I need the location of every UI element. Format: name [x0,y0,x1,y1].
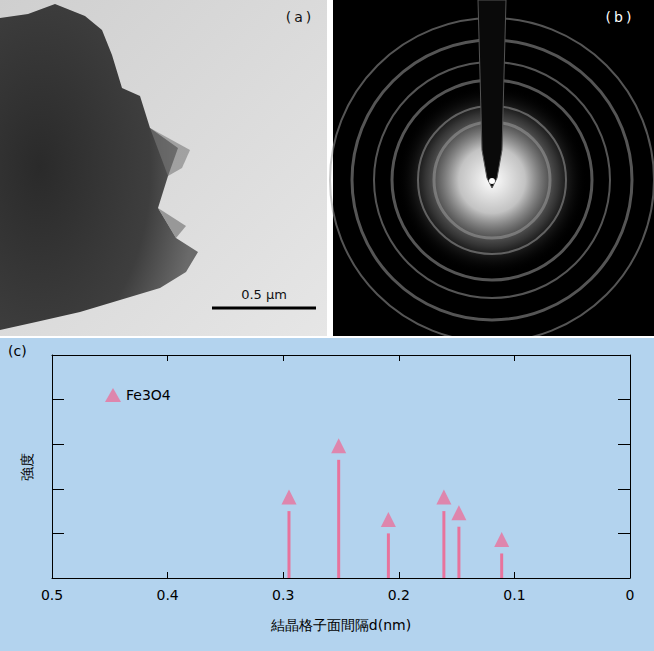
svg-text:0.2: 0.2 [388,587,410,603]
svg-text:Fe3O4: Fe3O4 [126,387,171,403]
svg-text:0.5: 0.5 [41,587,63,603]
svg-text:(c): (c) [8,343,27,359]
svg-text:0.3: 0.3 [272,587,294,603]
svg-text:結晶格子面間隔d(nm): 結晶格子面間隔d(nm) [270,617,411,633]
svg-text:(b): (b) [606,9,635,25]
svg-text:(a): (a) [286,9,315,25]
svg-text:0.5 μm: 0.5 μm [241,287,287,302]
svg-text:強度: 強度 [19,453,35,481]
svg-text:0.1: 0.1 [503,587,525,603]
svg-text:0: 0 [626,587,635,603]
svg-text:0.4: 0.4 [156,587,178,603]
